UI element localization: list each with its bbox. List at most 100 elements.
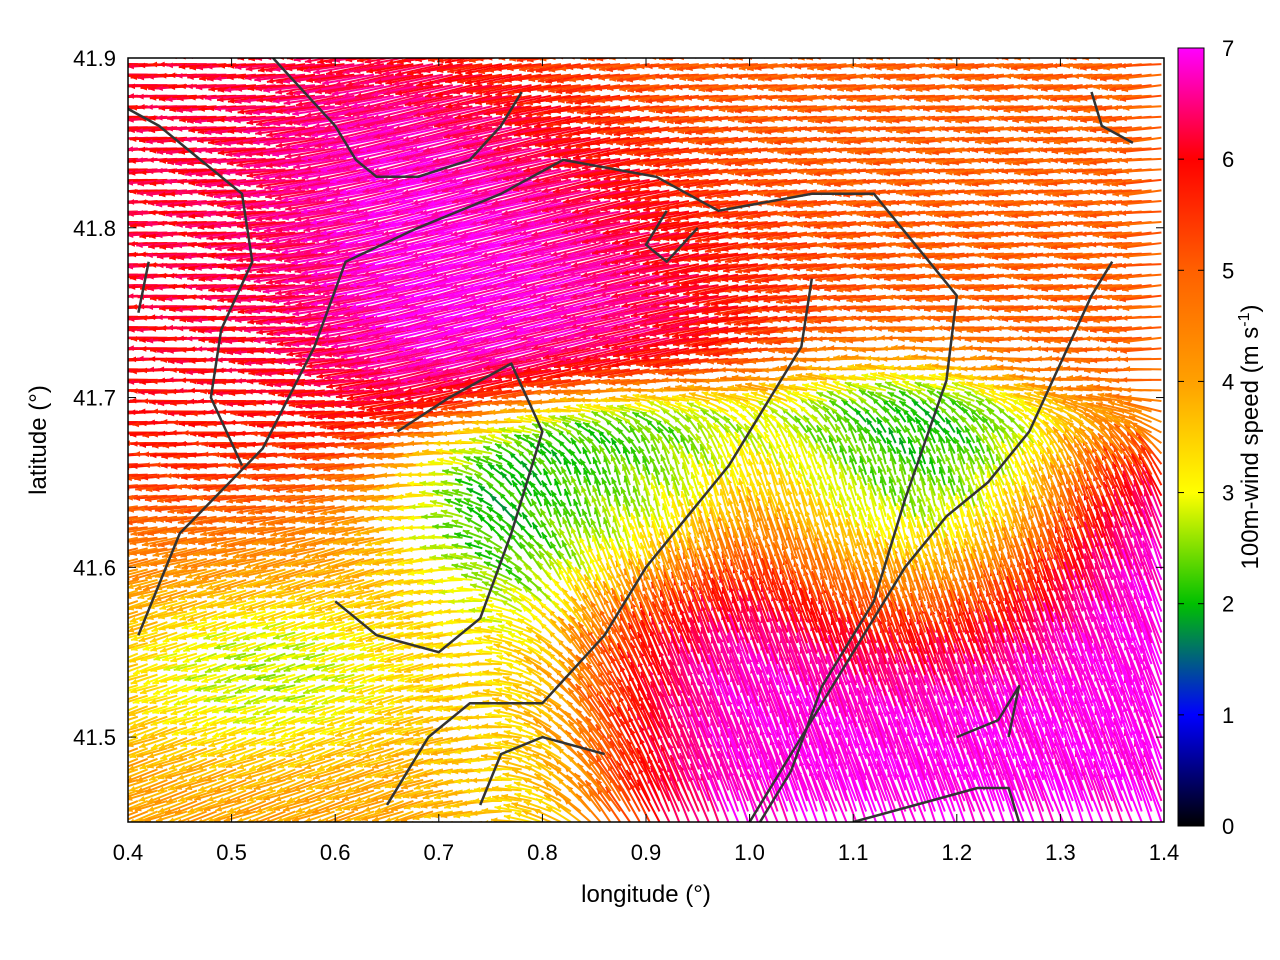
wind-arrow (422, 789, 454, 800)
wind-arrow (128, 579, 129, 581)
wind-arrow (361, 821, 365, 822)
wind-arrow (322, 800, 355, 813)
wind-arrow (213, 821, 217, 822)
wind-arrow (128, 790, 129, 792)
wind-arrow (282, 821, 286, 822)
wind-arrow (295, 800, 326, 813)
wind-arrow (514, 792, 542, 802)
wind-arrow (128, 495, 129, 497)
wind-arrow (128, 453, 129, 455)
wind-arrow (187, 800, 217, 814)
wind-arrow (128, 643, 129, 645)
wind-arrow (206, 789, 237, 802)
wind-arrow (457, 821, 463, 822)
wind-arrow (128, 327, 129, 329)
wind-arrow (97, 822, 128, 832)
wind-arrow (314, 789, 345, 802)
wind-arrows (97, 58, 1163, 832)
wind-arrow (501, 793, 532, 802)
wind-arrow (174, 800, 208, 815)
wind-arrow (341, 789, 375, 802)
wind-arrow (330, 821, 335, 822)
wind-arrow (266, 800, 296, 812)
wind-arrow (420, 821, 424, 822)
wind-arrow (472, 798, 502, 804)
wind-arrow (128, 800, 129, 803)
wind-arrow (381, 789, 414, 801)
wind-arrow (128, 527, 129, 529)
wind-arrow (302, 821, 306, 822)
wind-arrow (302, 789, 336, 803)
wind-arrow (409, 821, 414, 822)
wind-arrow (233, 789, 267, 804)
wind-arrow (440, 810, 473, 819)
wind-arrow (128, 800, 149, 810)
wind-arrow (274, 789, 306, 802)
wind-arrow (304, 810, 336, 822)
wind-arrow (128, 758, 129, 760)
wind-arrow (128, 368, 129, 370)
wind-arrow (351, 821, 355, 822)
wind-arrow (311, 800, 345, 814)
wind-arrow (371, 810, 404, 822)
wind-arrow (165, 789, 198, 804)
wind-arrow (255, 789, 286, 801)
wind-arrow (596, 787, 621, 822)
wind-arrow (484, 821, 493, 822)
wind-arrow (157, 800, 188, 814)
wind-arrow (128, 789, 158, 801)
wind-arrow (234, 800, 267, 815)
wind-arrow (252, 821, 256, 822)
wind-arrow (128, 357, 129, 359)
wind-arrow (272, 821, 276, 822)
wind-arrow (155, 810, 188, 822)
wind-arrow (325, 789, 355, 801)
wind-arrow (514, 811, 542, 822)
wind-arrow (343, 799, 375, 811)
wind-arrow (521, 809, 552, 822)
wind-arrow (203, 821, 207, 822)
wind-arrow (392, 810, 424, 822)
wind-arrow (491, 785, 522, 792)
wind-arrow (217, 789, 247, 804)
wind-arrow (236, 810, 267, 822)
wind-arrow (255, 800, 286, 814)
wind-arrow (196, 799, 227, 812)
wind-arrow (128, 622, 129, 624)
wind-arrow (223, 821, 227, 822)
wind-arrow (128, 600, 129, 602)
wind-arrow (394, 789, 424, 800)
wind-arrow (128, 706, 129, 708)
wind-arrow (128, 464, 129, 466)
wind-arrow (494, 805, 522, 813)
wind-arrow (304, 800, 336, 815)
wind-arrow (282, 799, 316, 812)
wind-arrow (128, 810, 149, 821)
wind-arrow (128, 590, 129, 592)
wind-arrow (587, 789, 612, 822)
wind-arrow (128, 379, 129, 381)
wind-arrow (128, 695, 129, 697)
wind-arrow (164, 800, 198, 815)
wind-arrow (134, 799, 168, 812)
wind-arrow (341, 821, 345, 822)
wind-arrow (473, 821, 483, 822)
wind-arrow (545, 805, 572, 822)
wind-arrow (294, 789, 326, 804)
wind-arrow (384, 810, 414, 822)
wind-arrow (146, 789, 178, 804)
wind-arrow (185, 789, 217, 801)
wind-arrow (128, 516, 129, 518)
wind-arrow (604, 786, 631, 822)
wind-arrow (402, 789, 434, 799)
wind-arrow (144, 821, 148, 822)
wind-arrow (351, 799, 385, 811)
wind-arrow (399, 821, 404, 822)
wind-arrow (233, 821, 237, 822)
wind-arrow (223, 810, 257, 822)
wind-arrow (363, 789, 395, 803)
wind-arrow (335, 799, 365, 812)
wind-arrow (243, 821, 247, 822)
wind-arrow (321, 821, 325, 822)
